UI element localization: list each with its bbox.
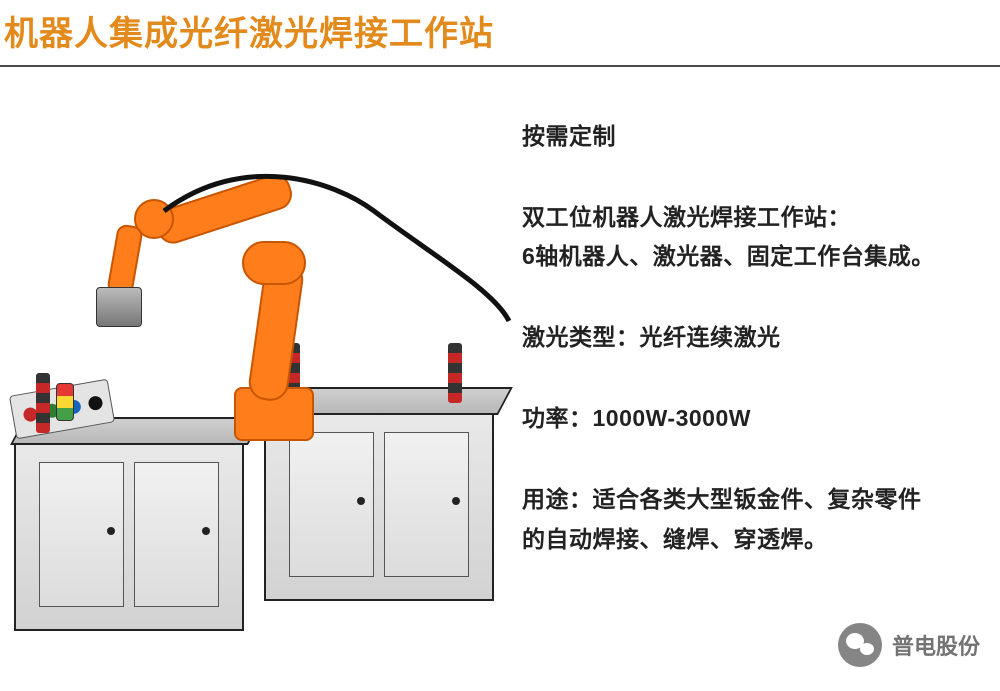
spec-usage-line1: 用途：适合各类大型钣金件、复杂零件 xyxy=(522,486,922,512)
workstation-cabinet-left xyxy=(14,441,244,631)
content-row: 按需定制 双工位机器人激光焊接工作站： 6轴机器人、激光器、固定工作台集成。 激… xyxy=(0,67,1000,631)
robot-joint-shoulder xyxy=(242,241,306,285)
spec-custom: 按需定制 xyxy=(522,117,1000,156)
robot-arm-upper xyxy=(152,170,296,248)
spec-station-line1: 双工位机器人激光焊接工作站： xyxy=(522,204,851,230)
spec-laser-type: 激光类型：光纤连续激光 xyxy=(522,318,1000,357)
spec-usage-line2: 的自动焊接、缝焊、穿透焊。 xyxy=(522,526,828,552)
watermark-badge: 普电股份 xyxy=(838,623,980,667)
wechat-icon xyxy=(838,623,882,667)
watermark-label: 普电股份 xyxy=(892,629,980,661)
spec-list: 按需定制 双工位机器人激光焊接工作站： 6轴机器人、激光器、固定工作台集成。 激… xyxy=(504,111,1000,631)
spec-power: 功率：1000W-3000W xyxy=(522,399,1000,438)
robot-arm-wrist xyxy=(106,223,144,296)
spec-station-line2: 6轴机器人、激光器、固定工作台集成。 xyxy=(522,243,935,269)
product-illustration xyxy=(4,111,504,631)
laser-weld-head xyxy=(96,287,142,327)
signal-light-icon xyxy=(56,383,74,421)
spec-station: 双工位机器人激光焊接工作站： 6轴机器人、激光器、固定工作台集成。 xyxy=(522,198,1000,276)
spec-usage: 用途：适合各类大型钣金件、复杂零件 的自动焊接、缝焊、穿透焊。 xyxy=(522,480,1000,558)
page-title: 机器人集成光纤激光焊接工作站 xyxy=(0,0,1000,67)
